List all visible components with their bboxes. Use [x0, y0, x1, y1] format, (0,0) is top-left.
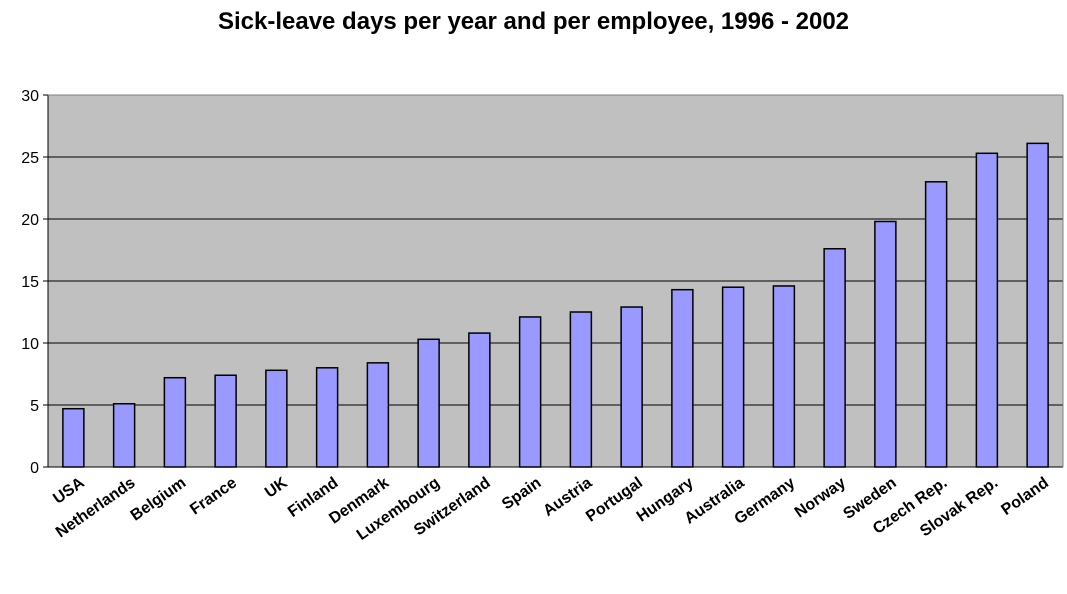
bar [469, 333, 490, 467]
y-tick-label: 20 [21, 212, 39, 229]
bar [418, 339, 439, 467]
bar [266, 370, 287, 467]
bar [773, 286, 794, 467]
bar [317, 368, 338, 467]
bar [723, 287, 744, 467]
bar [824, 249, 845, 467]
bar [367, 363, 388, 467]
bar [621, 307, 642, 467]
y-tick-label: 0 [30, 460, 39, 477]
bar [976, 153, 997, 467]
bar [926, 182, 947, 467]
y-tick-label: 25 [21, 150, 39, 167]
y-tick-label: 30 [21, 88, 39, 105]
x-tick-label: Norway [792, 474, 849, 521]
y-tick-label: 15 [21, 274, 39, 291]
x-tick-label: Belgium [128, 474, 189, 524]
bar [672, 290, 693, 467]
bar [215, 375, 236, 467]
x-tick-label: UK [262, 474, 291, 501]
bar [164, 378, 185, 467]
bar [63, 409, 84, 467]
bar [875, 221, 896, 467]
y-tick-label: 10 [21, 336, 39, 353]
y-axis-ticks: 0 5 10 15 20 25 30 [21, 88, 48, 477]
x-tick-label: USA [50, 474, 88, 508]
x-tick-label: Portugal [583, 474, 646, 525]
bar [1027, 143, 1048, 467]
x-tick-label: France [187, 474, 240, 518]
bar [520, 317, 541, 467]
x-tick-label: Poland [998, 474, 1051, 519]
bar [114, 404, 135, 467]
bar [570, 312, 591, 467]
y-tick-label: 5 [30, 398, 39, 415]
x-tick-label: Spain [499, 474, 544, 513]
